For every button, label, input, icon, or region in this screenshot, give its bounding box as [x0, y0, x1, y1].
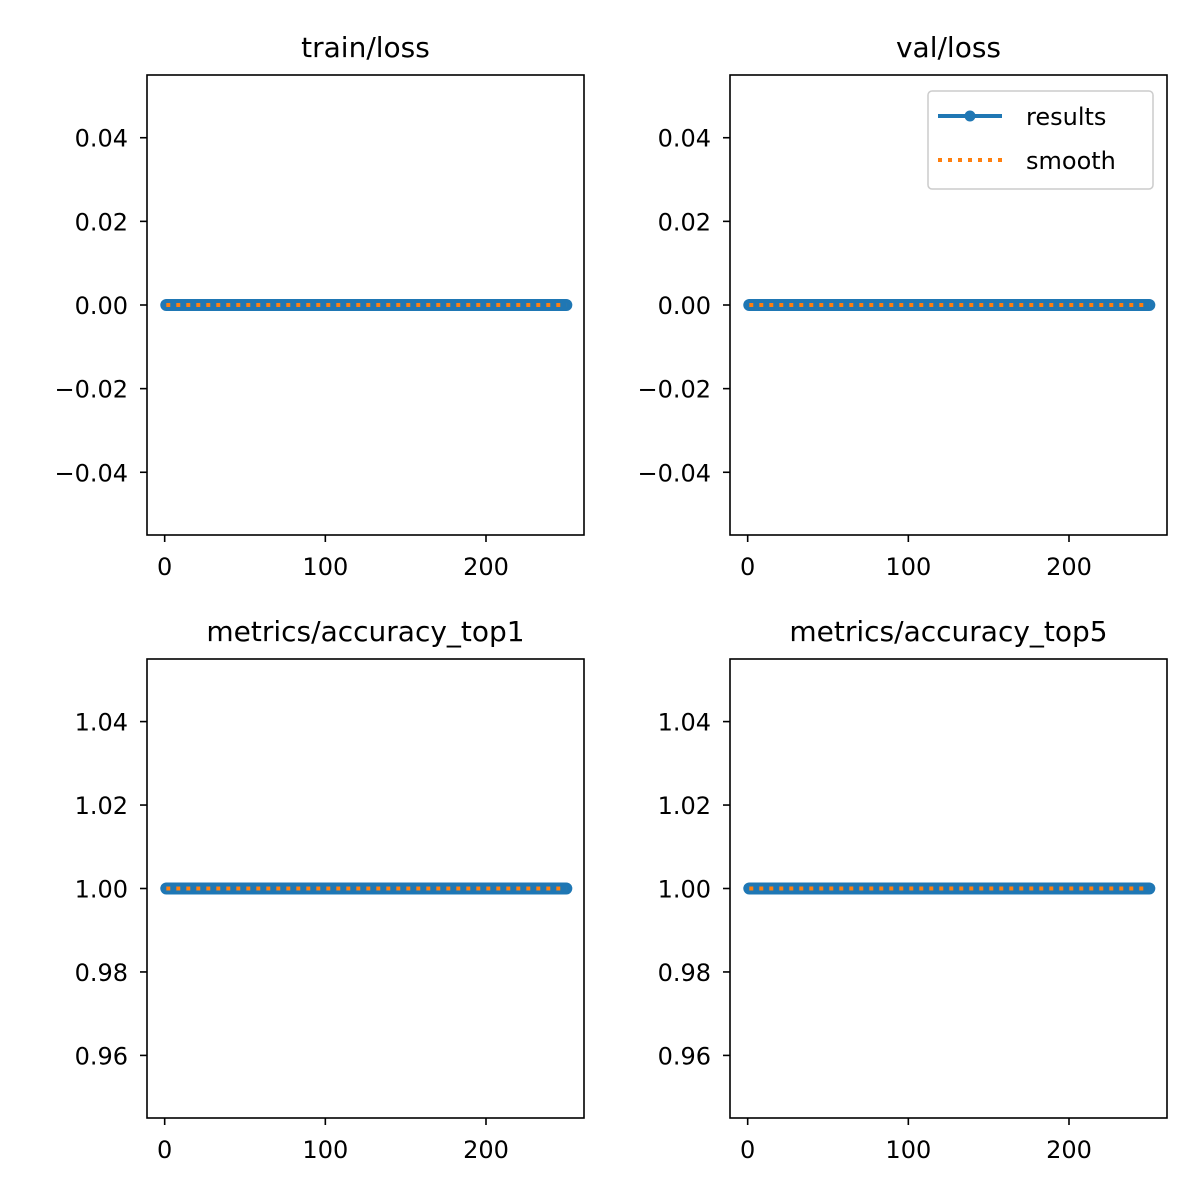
subplot-train-loss: train/loss 0 100 200 0.04 0.02 0.00 −0.02 −0.04	[54, 31, 585, 581]
x-tick-label: 200	[1046, 553, 1092, 581]
y-tick-label: 1.00	[75, 876, 128, 904]
y-tick-label: 1.00	[658, 876, 711, 904]
subplot-title: metrics/accuracy_top5	[789, 615, 1107, 648]
x-tick-label: 0	[157, 553, 172, 581]
legend-results-marker	[964, 110, 976, 122]
x-tick-label: 0	[740, 1136, 755, 1164]
y-tick-label: 0.96	[658, 1042, 711, 1070]
y-tick-label: 0.02	[75, 208, 128, 236]
y-tick-label: −0.04	[54, 459, 128, 487]
y-tick-label: 0.04	[75, 125, 128, 153]
y-tick-label: −0.02	[637, 376, 711, 404]
x-tick-label: 0	[157, 1136, 172, 1164]
y-tick-label: 1.04	[75, 709, 128, 737]
y-tick-label: 1.04	[658, 709, 711, 737]
y-tick-label: 1.02	[658, 792, 711, 820]
subplot-accuracy-top5: metrics/accuracy_top5 0 100 200 1.04 1.02 1.0…	[658, 615, 1168, 1164]
subplot-title: metrics/accuracy_top1	[206, 615, 524, 648]
x-tick-label: 0	[740, 553, 755, 581]
x-tick-label: 200	[463, 1136, 509, 1164]
y-tick-label: 0.98	[658, 959, 711, 987]
legend-smooth-label: smooth	[1026, 147, 1116, 175]
subplot-accuracy-top1: metrics/accuracy_top1 0 100 200 1.04 1.02 1.0…	[75, 615, 585, 1164]
x-tick-label: 100	[302, 553, 348, 581]
x-tick-label: 100	[885, 553, 931, 581]
y-tick-label: 0.96	[75, 1042, 128, 1070]
subplot-val-loss: val/loss 0 100 200 0.04 0.02 0.00 −0.02 −0.04 re…	[637, 31, 1168, 581]
x-tick-label: 100	[885, 1136, 931, 1164]
y-tick-label: 0.02	[658, 208, 711, 236]
y-tick-label: 0.98	[75, 959, 128, 987]
x-tick-label: 100	[302, 1136, 348, 1164]
y-tick-label: 1.02	[75, 792, 128, 820]
y-tick-label: 0.00	[658, 292, 711, 320]
subplot-title: val/loss	[896, 31, 1001, 64]
x-tick-label: 200	[1046, 1136, 1092, 1164]
y-tick-label: 0.04	[658, 125, 711, 153]
y-tick-label: −0.04	[637, 459, 711, 487]
y-tick-label: −0.02	[54, 376, 128, 404]
subplot-title: train/loss	[301, 31, 430, 64]
x-tick-label: 200	[463, 553, 509, 581]
legend-results-label: results	[1026, 103, 1106, 131]
y-tick-label: 0.00	[75, 292, 128, 320]
